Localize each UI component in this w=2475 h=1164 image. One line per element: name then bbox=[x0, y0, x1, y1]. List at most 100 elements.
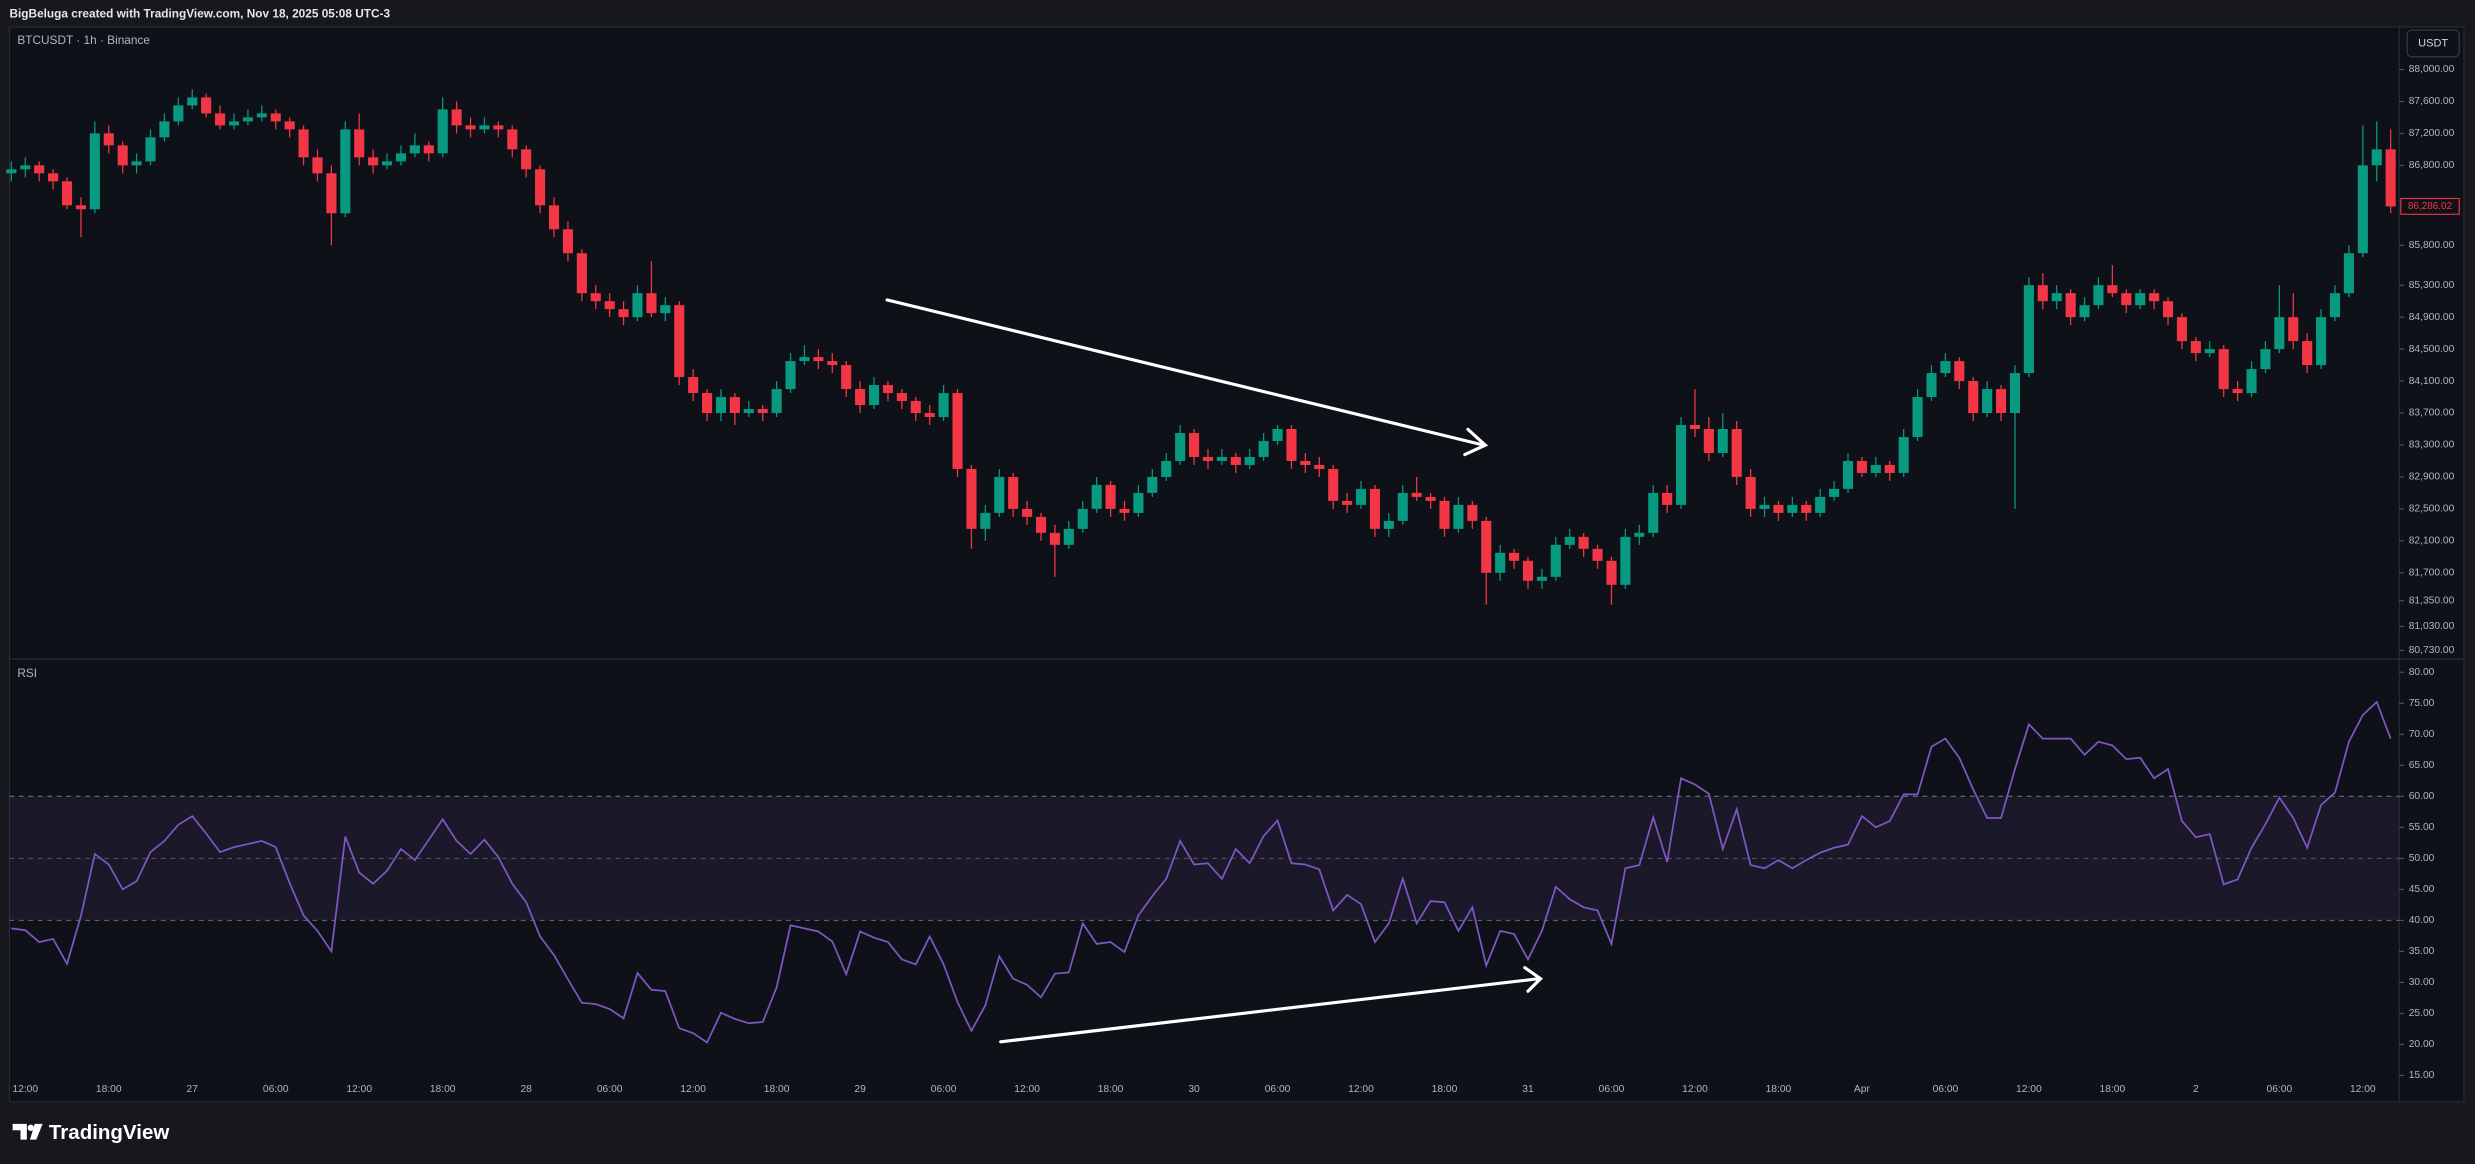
x-tick-label: 18:00 bbox=[1432, 1084, 1458, 1095]
candle-body bbox=[1328, 468, 1339, 501]
candle-body bbox=[604, 301, 615, 310]
candle-body bbox=[1522, 560, 1534, 581]
candle-body bbox=[1467, 504, 1478, 521]
y-tick-label: 87,600.00 bbox=[2409, 96, 2455, 107]
candle-body bbox=[2135, 293, 2146, 306]
candle-body bbox=[1272, 429, 1283, 441]
y-tick-label: 87,200.00 bbox=[2409, 128, 2455, 139]
candle-body bbox=[1216, 456, 1227, 461]
logo-mark bbox=[29, 1123, 43, 1140]
x-tick-label: 06:00 bbox=[1599, 1084, 1625, 1095]
candle-body bbox=[437, 109, 448, 154]
chart-panel bbox=[8, 26, 2465, 1103]
rsi-line bbox=[11, 700, 2392, 1044]
last-price-label: 86,286.02 bbox=[2408, 201, 2453, 212]
candle-body bbox=[1996, 389, 2007, 414]
arrow-head bbox=[1463, 427, 1489, 457]
candle-body bbox=[1202, 456, 1214, 461]
candle-body bbox=[1147, 476, 1158, 493]
indicator-title: RSI bbox=[17, 666, 37, 680]
x-tick-label: 29 bbox=[854, 1084, 866, 1095]
candle-body bbox=[1314, 464, 1325, 469]
candle-body bbox=[618, 309, 629, 318]
candle-body bbox=[298, 129, 309, 158]
candle-body bbox=[729, 397, 740, 414]
candle-body bbox=[270, 113, 281, 122]
candle-body bbox=[1689, 425, 1701, 430]
y-tick-label: 35.00 bbox=[2409, 946, 2435, 957]
x-tick-label: 12:00 bbox=[1014, 1084, 1040, 1095]
candle-body bbox=[493, 125, 504, 130]
x-tick-label: 06:00 bbox=[1265, 1084, 1291, 1095]
candle-body bbox=[2121, 293, 2132, 306]
candle-body bbox=[702, 393, 713, 414]
candle-body bbox=[1634, 532, 1645, 537]
candle-body bbox=[2371, 149, 2382, 166]
candle-body bbox=[131, 161, 142, 166]
candle-body bbox=[1662, 492, 1673, 505]
candle-body bbox=[521, 149, 532, 170]
currency-label[interactable]: USDT bbox=[2418, 37, 2448, 49]
candle-body bbox=[159, 121, 170, 138]
candle-body bbox=[632, 293, 643, 318]
candle-body bbox=[1898, 436, 1909, 473]
x-tick-label: 06:00 bbox=[263, 1084, 289, 1095]
candle-body bbox=[1008, 476, 1019, 509]
x-tick-label: 18:00 bbox=[1098, 1084, 1124, 1095]
candle-body bbox=[1815, 496, 1826, 513]
candle-body bbox=[215, 113, 226, 126]
candle-body bbox=[354, 129, 365, 158]
candle-body bbox=[660, 305, 671, 314]
candle-body bbox=[451, 109, 462, 126]
candle-body bbox=[1773, 504, 1784, 513]
x-tick-label: 28 bbox=[520, 1084, 532, 1095]
candle-body bbox=[1717, 429, 1728, 453]
y-tick-label: 25.00 bbox=[2409, 1008, 2435, 1019]
candle-body bbox=[2357, 165, 2368, 254]
candle-body bbox=[1049, 532, 1060, 545]
candle-body bbox=[395, 153, 407, 162]
candle-body bbox=[2037, 285, 2048, 302]
candle-body bbox=[813, 357, 824, 362]
candle-body bbox=[1481, 520, 1492, 573]
candle-body bbox=[910, 401, 921, 414]
candle-body bbox=[1175, 432, 1186, 461]
candle-body bbox=[2079, 305, 2090, 318]
candle-body bbox=[1035, 516, 1047, 533]
x-tick-label: 2 bbox=[2193, 1084, 2199, 1095]
candle-body bbox=[1801, 504, 1812, 513]
y-tick-label: 70.00 bbox=[2409, 729, 2435, 740]
x-tick-label: 12:00 bbox=[680, 1084, 706, 1095]
y-tick-label: 83,300.00 bbox=[2409, 440, 2455, 451]
candle-body bbox=[423, 145, 434, 154]
currency-button[interactable] bbox=[2406, 29, 2460, 58]
candle-body bbox=[646, 293, 657, 314]
candle-body bbox=[1870, 464, 1881, 473]
y-tick-label: 60.00 bbox=[2409, 791, 2435, 802]
x-tick-label: 18:00 bbox=[764, 1084, 790, 1095]
candle-body bbox=[841, 365, 852, 390]
candle-body bbox=[1411, 492, 1422, 497]
candle-body bbox=[994, 476, 1005, 513]
candle-body bbox=[409, 145, 420, 154]
candle-body bbox=[1425, 496, 1436, 501]
candle-body bbox=[966, 468, 977, 529]
x-tick-label: 18:00 bbox=[2100, 1084, 2126, 1095]
candle-body bbox=[1189, 432, 1200, 457]
candle-body bbox=[952, 393, 963, 469]
x-tick-label: 12:00 bbox=[1682, 1084, 1708, 1095]
candle-body bbox=[1926, 373, 1937, 398]
y-tick-label: 86,800.00 bbox=[2409, 160, 2455, 171]
candle-body bbox=[1731, 429, 1742, 477]
x-tick-label: 12:00 bbox=[346, 1084, 372, 1095]
candle-body bbox=[2316, 317, 2327, 366]
x-tick-label: 06:00 bbox=[931, 1084, 957, 1095]
candle-body bbox=[1258, 440, 1269, 457]
candle-body bbox=[61, 181, 73, 206]
x-tick-label: 27 bbox=[187, 1084, 199, 1095]
candle-body bbox=[882, 385, 893, 394]
x-tick-label: 12:00 bbox=[2016, 1084, 2042, 1095]
candle-body bbox=[938, 393, 949, 418]
candle-body bbox=[1022, 508, 1033, 517]
candle-body bbox=[924, 413, 935, 418]
